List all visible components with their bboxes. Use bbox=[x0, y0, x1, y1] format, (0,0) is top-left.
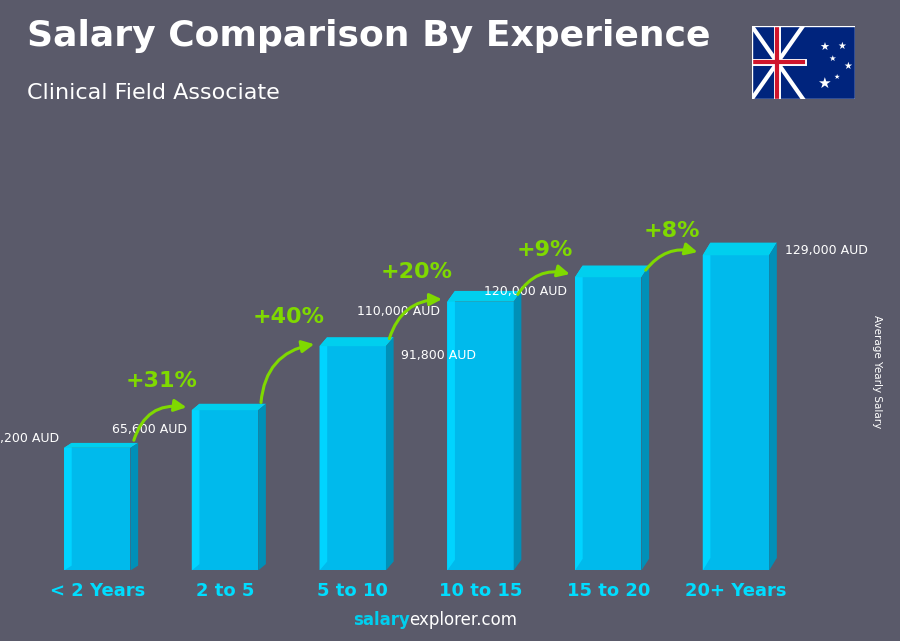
Text: ★: ★ bbox=[833, 74, 840, 80]
Polygon shape bbox=[64, 448, 130, 570]
Text: 110,000 AUD: 110,000 AUD bbox=[356, 305, 439, 318]
Text: +20%: +20% bbox=[381, 262, 453, 282]
Polygon shape bbox=[703, 243, 777, 255]
Polygon shape bbox=[64, 443, 138, 448]
Text: 50,200 AUD: 50,200 AUD bbox=[0, 431, 58, 445]
Text: +31%: +31% bbox=[125, 370, 197, 390]
Polygon shape bbox=[130, 443, 138, 570]
Polygon shape bbox=[703, 243, 710, 570]
Text: ★: ★ bbox=[828, 54, 835, 63]
Polygon shape bbox=[770, 243, 777, 570]
Text: 65,600 AUD: 65,600 AUD bbox=[112, 423, 186, 437]
Text: Salary Comparison By Experience: Salary Comparison By Experience bbox=[27, 19, 710, 53]
Text: 91,800 AUD: 91,800 AUD bbox=[401, 349, 476, 362]
Polygon shape bbox=[447, 291, 521, 302]
Polygon shape bbox=[447, 291, 454, 570]
Polygon shape bbox=[386, 337, 393, 570]
Text: ★: ★ bbox=[843, 61, 851, 71]
Polygon shape bbox=[703, 255, 770, 570]
Text: Clinical Field Associate: Clinical Field Associate bbox=[27, 83, 280, 103]
Polygon shape bbox=[258, 404, 265, 570]
Polygon shape bbox=[575, 265, 582, 570]
Text: ★: ★ bbox=[819, 43, 829, 53]
Polygon shape bbox=[192, 404, 266, 410]
Polygon shape bbox=[575, 277, 642, 570]
Text: ★: ★ bbox=[838, 41, 846, 51]
Text: +8%: +8% bbox=[644, 221, 700, 240]
Polygon shape bbox=[514, 291, 521, 570]
Text: Average Yearly Salary: Average Yearly Salary bbox=[872, 315, 883, 428]
Text: salary: salary bbox=[353, 612, 410, 629]
Polygon shape bbox=[320, 337, 393, 346]
Polygon shape bbox=[575, 265, 649, 277]
Text: explorer.com: explorer.com bbox=[410, 612, 518, 629]
Polygon shape bbox=[192, 410, 258, 570]
Text: +9%: +9% bbox=[517, 240, 572, 260]
Polygon shape bbox=[320, 346, 386, 570]
Polygon shape bbox=[320, 337, 328, 570]
Polygon shape bbox=[447, 302, 514, 570]
Polygon shape bbox=[192, 404, 200, 570]
Polygon shape bbox=[642, 265, 649, 570]
Text: 129,000 AUD: 129,000 AUD bbox=[785, 244, 868, 257]
Polygon shape bbox=[64, 443, 72, 570]
Text: ★: ★ bbox=[817, 76, 831, 90]
Text: +40%: +40% bbox=[253, 306, 325, 327]
Text: 120,000 AUD: 120,000 AUD bbox=[484, 285, 567, 299]
